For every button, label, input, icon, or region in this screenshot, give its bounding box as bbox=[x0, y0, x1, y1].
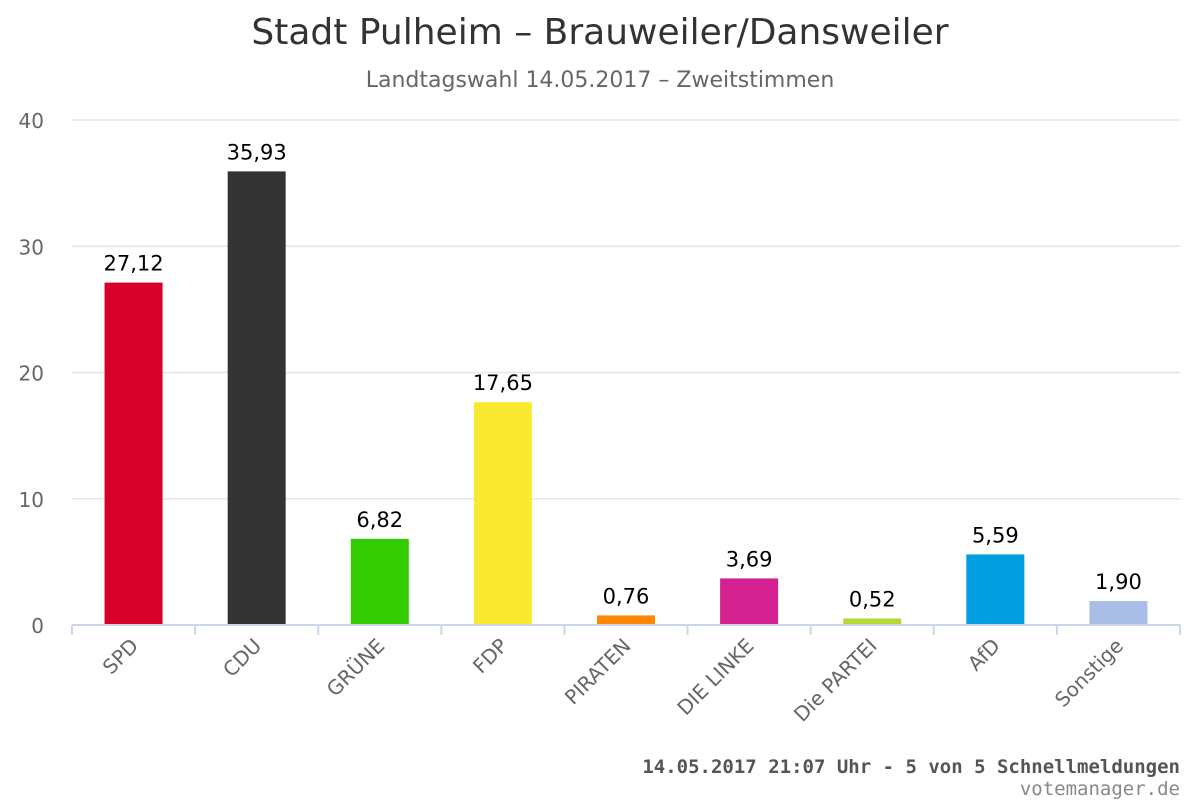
x-tick-label: PIRATEN bbox=[560, 634, 636, 710]
x-tick-label: Sonstige bbox=[1050, 634, 1128, 712]
data-label: 0,76 bbox=[603, 584, 650, 608]
footer-credit: votemanager.de bbox=[1019, 778, 1180, 800]
x-axis bbox=[71, 624, 1181, 635]
data-labels: 27,12 35,93 6,82 17,65 0,76 3,69 0,52 5,59 1,90 bbox=[103, 140, 1141, 611]
bar-die-linke bbox=[720, 578, 779, 625]
y-axis-ticks: 0 10 20 30 40 bbox=[19, 109, 44, 638]
bar-sonstige bbox=[1089, 601, 1148, 625]
x-tick-label: CDU bbox=[218, 634, 266, 682]
bar-spd bbox=[104, 282, 163, 625]
bars bbox=[104, 171, 1148, 626]
x-tick-label: FDP bbox=[468, 634, 513, 679]
data-label: 3,69 bbox=[726, 547, 773, 571]
y-tick-label: 10 bbox=[19, 488, 44, 512]
bar-piraten bbox=[597, 615, 655, 625]
data-label: 17,65 bbox=[473, 371, 533, 395]
footer-status: 14.05.2017 21:07 Uhr - 5 von 5 Schnellme… bbox=[642, 756, 1180, 778]
x-tick-label: GRÜNE bbox=[322, 634, 390, 702]
data-label: 0,52 bbox=[849, 587, 896, 611]
data-label: 35,93 bbox=[227, 140, 287, 164]
bar-cdu bbox=[227, 171, 286, 626]
chart-title: Stadt Pulheim – Brauweiler/Dansweiler bbox=[251, 12, 949, 53]
x-tick-label: Die PARTEI bbox=[789, 634, 882, 727]
data-label: 27,12 bbox=[103, 252, 163, 276]
chart-subtitle: Landtagswahl 14.05.2017 – Zweitstimmen bbox=[365, 68, 835, 93]
y-tick-label: 30 bbox=[19, 235, 44, 259]
bar-afd bbox=[966, 554, 1025, 625]
bar-die-partei bbox=[843, 618, 902, 625]
x-tick-label: DIE LINKE bbox=[672, 634, 758, 720]
x-tick-label: AfD bbox=[963, 634, 1005, 676]
bar-gr-ne bbox=[350, 538, 409, 625]
x-axis-ticks: SPD CDU GRÜNE FDP PIRATEN DIE LINKE Die PARTEI… bbox=[98, 634, 1128, 727]
data-label: 6,82 bbox=[356, 508, 403, 532]
data-label: 1,90 bbox=[1095, 570, 1142, 594]
x-tick-label: SPD bbox=[98, 634, 143, 679]
y-tick-label: 20 bbox=[19, 362, 44, 386]
y-tick-label: 40 bbox=[19, 109, 44, 133]
y-tick-label: 0 bbox=[31, 614, 44, 638]
data-label: 5,59 bbox=[972, 523, 1019, 547]
bar-fdp bbox=[473, 402, 532, 625]
